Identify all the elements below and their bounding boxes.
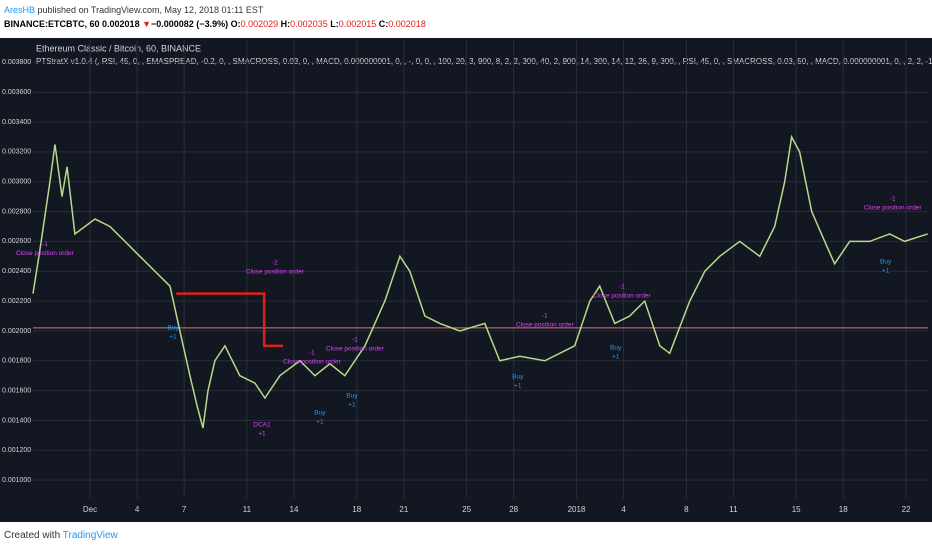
h: 0.002035 xyxy=(290,19,328,29)
annotation-text: Close position order xyxy=(283,358,342,365)
annotation: DCA1 +1 xyxy=(253,422,271,438)
annotation-text: +1 xyxy=(514,382,522,389)
y-tick-label: 0.001600 xyxy=(2,387,31,394)
annotation-text: Buy xyxy=(167,325,179,332)
annotation-text: +1 xyxy=(612,353,620,360)
annotation-text: +1 xyxy=(169,334,177,341)
annotation-text: -1 xyxy=(542,313,548,320)
x-tick-label: 7 xyxy=(182,505,187,514)
o-label: O: xyxy=(230,19,241,29)
annotation: -1 Close position order xyxy=(283,349,342,365)
x-tick-label: 8 xyxy=(684,505,689,514)
x-tick-label: 11 xyxy=(729,505,738,514)
chart-bg xyxy=(0,38,932,522)
y-tick-label: 0.003400 xyxy=(2,119,31,126)
x-tick-label: 25 xyxy=(462,505,471,514)
annotation-text: Close position order xyxy=(326,346,385,353)
x-tick-label: 28 xyxy=(509,505,518,514)
y-tick-label: 0.003800 xyxy=(2,59,31,66)
change-arrow: ▼ xyxy=(142,19,152,29)
annotation-text: -1 xyxy=(890,195,896,202)
annotation-text: Close position order xyxy=(864,204,923,211)
x-tick-label: 15 xyxy=(792,505,801,514)
annotation-text: Buy xyxy=(346,393,358,400)
indicator-params: PTStratX v1.0.4 (, RSI, 45, 0, , EMASPRE… xyxy=(36,57,932,66)
last: 0.002018 xyxy=(102,19,140,29)
annotation: -1 Close position order xyxy=(864,195,923,211)
annotation-text: -1 xyxy=(42,241,48,248)
symbol: BINANCE:ETCBTC, 60 xyxy=(4,19,100,29)
y-tick-label: 0.002000 xyxy=(2,328,31,335)
x-tick-label: 2018 xyxy=(568,505,586,514)
published: published on TradingView.com, May 12, 20… xyxy=(37,5,264,15)
y-tick-label: 0.001200 xyxy=(2,447,31,454)
annotation: Buy +1 xyxy=(610,344,622,360)
annotation: -1 Close position order xyxy=(516,313,575,329)
footer: Created with TradingView xyxy=(4,530,118,541)
y-tick-label: 0.001000 xyxy=(2,477,31,484)
y-tick-label: 0.003600 xyxy=(2,89,31,96)
y-tick-label: 0.002200 xyxy=(2,298,31,305)
change: −0.000082 (−3.9%) xyxy=(151,19,229,29)
y-tick-label: 0.002600 xyxy=(2,238,31,245)
y-tick-label: 0.003200 xyxy=(2,149,31,156)
annotation: Buy +1 xyxy=(512,373,524,389)
header: AresHB published on TradingView.com, May… xyxy=(4,3,426,31)
y-tick-label: 0.003000 xyxy=(2,179,31,186)
annotation-text: -1 xyxy=(352,337,358,344)
x-tick-label: 22 xyxy=(902,505,911,514)
annotation-text: Close position order xyxy=(16,250,75,257)
l-label: L: xyxy=(330,19,339,29)
x-tick-label: 4 xyxy=(135,505,140,514)
chart-title: Ethereum Classic / Bitcoin, 60, BINANCE xyxy=(36,43,201,53)
annotation: -1 Close position order xyxy=(326,337,385,353)
price-line xyxy=(176,292,283,348)
annotation: Buy +1 xyxy=(346,393,358,409)
annotation-text: +1 xyxy=(882,267,890,274)
l: 0.002015 xyxy=(338,19,377,29)
annotation-text: Buy xyxy=(610,344,622,351)
annotation-text: -1 xyxy=(619,283,625,290)
x-tick-label: 4 xyxy=(621,505,626,514)
x-tick-label: 14 xyxy=(290,505,299,514)
annotation: -1 Close position order xyxy=(16,241,75,257)
annotation-text: Buy xyxy=(512,373,524,380)
annotation-text: Buy xyxy=(314,410,326,417)
brand[interactable]: TradingView xyxy=(62,530,118,541)
annotation-text: Close position order xyxy=(246,268,305,275)
author[interactable]: AresHB xyxy=(4,5,36,15)
o: 0.002029 xyxy=(240,19,279,29)
h-label: H: xyxy=(280,19,291,29)
annotation: Buy +1 xyxy=(314,410,326,426)
c-label: C: xyxy=(378,19,389,29)
y-tick-label: 0.002400 xyxy=(2,268,31,275)
annotation-text: +1 xyxy=(316,419,324,426)
annotation: -1 Close position order xyxy=(593,283,652,299)
y-tick-label: 0.001800 xyxy=(2,358,31,365)
created: Created with xyxy=(4,530,61,541)
annotation-text: +1 xyxy=(258,431,266,438)
y-tick-label: 0.001400 xyxy=(2,417,31,424)
annotation-text: +1 xyxy=(348,402,356,409)
annotation-text: -1 xyxy=(309,349,315,356)
annotation-text: Close position order xyxy=(593,292,652,299)
annotation-text: -2 xyxy=(272,259,278,266)
annotation-text: DCA1 xyxy=(253,422,271,429)
annotation: -2 Close position order xyxy=(246,259,305,275)
chart: Ethereum Classic / Bitcoin, 60, BINANCE … xyxy=(0,38,932,522)
x-tick-label: 11 xyxy=(243,505,252,514)
annotation: Buy +1 xyxy=(880,258,892,274)
x-tick-label: 18 xyxy=(839,505,848,514)
price-line xyxy=(32,134,928,429)
x-tick-label: 21 xyxy=(399,505,408,514)
c: 0.002018 xyxy=(388,19,426,29)
x-tick-label: Dec xyxy=(83,505,97,514)
y-tick-label: 0.002800 xyxy=(2,208,31,215)
x-tick-label: 18 xyxy=(352,505,361,514)
annotation: Buy +1 xyxy=(167,325,179,341)
annotation-text: Buy xyxy=(880,258,892,265)
annotation-text: Close position order xyxy=(516,322,575,329)
